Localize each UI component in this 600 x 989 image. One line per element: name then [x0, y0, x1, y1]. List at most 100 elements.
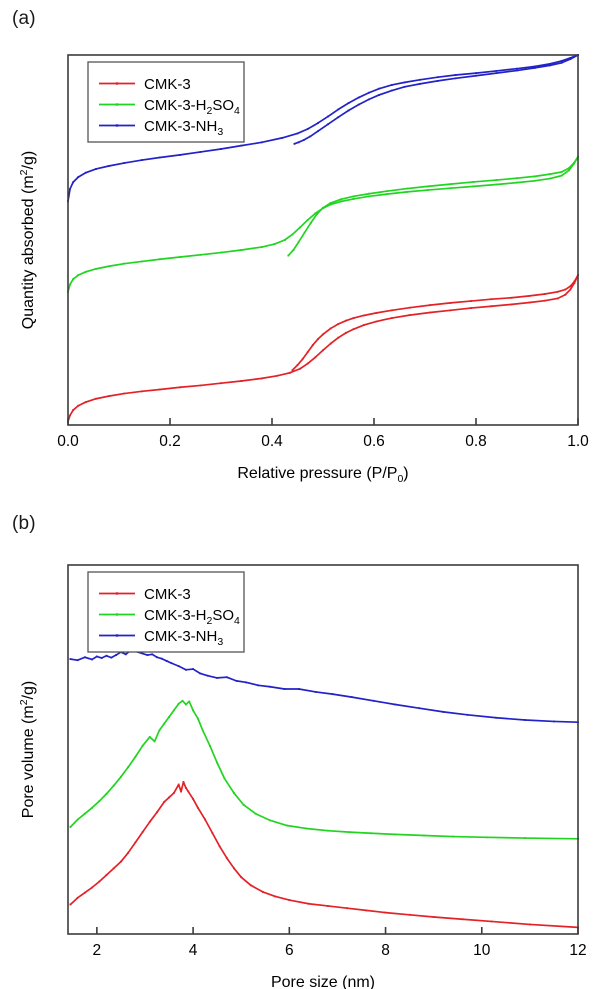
curve-cmk-3-nh3-desorption — [293, 54, 579, 145]
curve-cmk-3-nh3-desorption-marker — [327, 123, 329, 126]
curve-cmk-3-adsorption-marker — [510, 303, 513, 306]
curve-cmk-3-h2so4-adsorption-marker — [385, 193, 388, 196]
curve-cmk-3-h2so4-desorption-marker — [573, 162, 575, 164]
curve-cmk-3-marker — [163, 801, 166, 803]
legend-item-cmk3[interactable]: CMK-3 — [99, 586, 191, 603]
curve-cmk-3-h2so4-adsorption-marker — [72, 278, 74, 281]
curve-cmk-3-h2so4-adsorption-marker — [158, 258, 161, 261]
curve-cmk-3-nh3-adsorption-marker — [475, 72, 477, 75]
curve-cmk-3-h2so4-adsorption-marker — [107, 265, 110, 268]
curve-cmk-3-nh3-adsorption-marker — [72, 181, 74, 184]
curve-cmk-3-h2so4-adsorption-marker — [567, 169, 570, 172]
curve-cmk-3-nh3-adsorption-marker — [296, 132, 299, 135]
legend-item-nh3[interactable]: CMK-3-NH3 — [99, 628, 223, 648]
curve-cmk-3-nh3-marker — [146, 654, 149, 656]
curve-cmk-3-marker — [249, 884, 252, 887]
panel-b-label: (b) — [12, 513, 36, 534]
curve-cmk-3-nh3-desorption-marker — [302, 139, 305, 141]
curve-cmk-3-h2so4-marker — [305, 827, 308, 830]
curve-cmk-3-marker — [91, 886, 93, 889]
curve-cmk-3-adsorption-marker — [72, 409, 74, 412]
curve-cmk-3-h2so4-desorption-marker — [560, 171, 563, 173]
curve-cmk-3-nh3-marker — [199, 672, 202, 675]
curve-cmk-3-marker — [233, 867, 235, 870]
curve-cmk-3-nh3-adsorption-marker — [347, 102, 350, 104]
curve-cmk-3-nh3-marker — [245, 681, 247, 684]
curve-cmk-3-h2so4-desorption-marker — [449, 183, 452, 186]
curve-cmk-3-h2so4-marker — [163, 722, 166, 725]
legend-item-h2so4[interactable]: CMK-3-H2SO4 — [99, 607, 240, 627]
curve-cmk-3-marker — [182, 781, 185, 783]
curve-cmk-3-nh3-adsorption-marker — [357, 96, 360, 99]
curve-cmk-3-h2so4-marker — [181, 699, 184, 702]
curve-cmk-3-marker — [83, 891, 86, 894]
curve-cmk-3-h2so4-marker — [348, 831, 351, 834]
curve-cmk-3-marker — [365, 909, 368, 912]
curve-cmk-3-adsorption-marker — [306, 362, 309, 365]
curve-cmk-3-h2so4-adsorption-marker — [283, 239, 286, 241]
curve-cmk-3-h2so4-adsorption-marker — [299, 226, 301, 229]
curve-cmk-3-nh3-desorption-marker — [569, 58, 572, 60]
curve-cmk-3-nh3-marker — [206, 674, 209, 677]
curve-cmk-3-nh3-desorption-marker — [560, 61, 563, 64]
legend-item-cmk3[interactable]: CMK-3 — [99, 76, 191, 93]
curve-cmk-3-marker — [326, 905, 329, 907]
curve-cmk-3-h2so4-marker — [158, 729, 161, 732]
curve-cmk-3-nh3-adsorption-marker — [337, 108, 340, 111]
curve-cmk-3-nh3-marker — [269, 685, 271, 688]
curve-cmk-3-nh3-adsorption-marker — [95, 168, 97, 170]
curve-cmk-3-adsorption-marker — [569, 288, 572, 291]
curve-cmk-3-h2so4-desorption-marker — [322, 206, 324, 209]
curve-cmk-3-nh3-marker — [331, 693, 334, 696]
curve-cmk-3-h2so4-adsorption-marker — [515, 181, 518, 184]
curve-cmk-3-adsorption-marker — [179, 386, 182, 389]
curve-cmk-3-nh3-marker — [141, 652, 144, 655]
curve-cmk-3-desorption-marker — [329, 327, 332, 330]
curve-cmk-3-adsorption-marker — [299, 367, 301, 370]
legend-marker-h2so4 — [115, 103, 119, 106]
curve-cmk-3-marker — [528, 923, 531, 926]
curve-cmk-3-h2so4-marker — [326, 829, 329, 832]
curve-cmk-3-marker — [307, 902, 310, 905]
curve-cmk-3-h2so4-adsorption-marker — [123, 262, 125, 265]
curve-cmk-3-adsorption-marker — [276, 374, 278, 377]
curve-cmk-3-h2so4-marker — [112, 784, 115, 787]
curve-cmk-3-h2so4-adsorption-marker — [141, 260, 143, 263]
curve-cmk-3-h2so4-marker — [120, 775, 122, 778]
x-tick-label: 0.2 — [159, 433, 181, 450]
curve-cmk-3-desorption-marker — [569, 285, 572, 288]
curve-cmk-3-desorption-marker — [306, 351, 309, 354]
curve-cmk-3-h2so4-adsorption-marker — [533, 179, 536, 182]
curve-cmk-3-h2so4-marker — [188, 700, 191, 703]
curve-cmk-3-nh3-adsorption-marker — [549, 62, 551, 65]
curve-cmk-3-h2so4-marker — [209, 744, 211, 747]
curve-cmk-3-desorption-marker — [390, 309, 393, 312]
curve-cmk-3-adsorption-marker — [543, 299, 546, 302]
curve-cmk-3-h2so4-marker — [153, 740, 156, 743]
curve-cmk-3-desorption-marker — [543, 293, 546, 295]
curve-cmk-3-h2so4-desorption-marker — [303, 231, 306, 234]
curve-cmk-3-desorption-marker — [301, 358, 304, 361]
curve-cmk-3-nh3-marker — [257, 684, 259, 687]
curve-cmk-3-nh3-adsorption-marker — [454, 74, 457, 76]
legend-marker-h2so4 — [115, 613, 119, 616]
curve-cmk-3-h2so4-adsorption-marker — [273, 243, 276, 245]
x-tick-label: 1.0 — [567, 433, 589, 450]
curve-cmk-3-marker — [172, 792, 175, 794]
curve-cmk-3-h2so4-adsorption-marker — [77, 274, 80, 277]
curve-cmk-3-nh3-adsorption-marker — [199, 151, 202, 153]
legend-item-h2so4[interactable]: CMK-3-H2SO4 — [99, 97, 240, 117]
curve-cmk-3-nh3-adsorption-marker — [240, 144, 243, 147]
curve-cmk-3-nh3-desorption-marker — [475, 74, 477, 77]
curve-cmk-3-h2so4-marker — [452, 835, 454, 838]
curve-cmk-3-h2so4-adsorption-marker — [291, 233, 294, 236]
curve-cmk-3-adsorption-marker — [77, 404, 80, 407]
curve-cmk-3-desorption-marker — [429, 304, 431, 307]
curve-cmk-3-marker — [225, 857, 228, 859]
legend-item-nh3[interactable]: CMK-3-NH3 — [99, 118, 223, 138]
curve-cmk-3-h2so4-adsorption-marker — [406, 191, 409, 193]
curve-cmk-3-nh3-marker — [372, 699, 375, 702]
curve-cmk-3-h2so4-marker — [254, 812, 257, 815]
curve-cmk-3-h2so4-adsorption-marker — [560, 174, 563, 177]
